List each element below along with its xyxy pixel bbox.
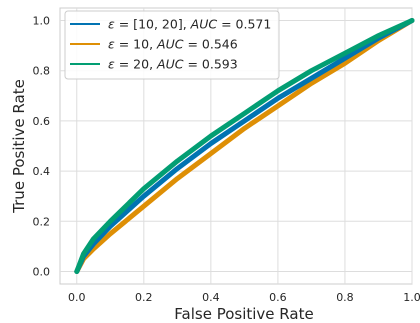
x-axis-label: False Positive Rate xyxy=(174,305,313,323)
y-tick-label: 0.2 xyxy=(33,215,51,228)
y-tick-label: 0.6 xyxy=(33,115,51,128)
y-tick-label: 0.8 xyxy=(33,65,51,78)
y-tick-label: 0.4 xyxy=(33,165,51,178)
x-tick-label: 0.0 xyxy=(68,291,86,304)
legend-label-1: ε = 10, AUC = 0.546 xyxy=(108,37,238,52)
legend-label-0: ε = [10, 20], AUC = 0.571 xyxy=(108,17,271,32)
series-line-2 xyxy=(74,18,415,274)
x-tick-label: 1.0 xyxy=(403,291,420,304)
legend: ε = [10, 20], AUC = 0.571 ε = 10, AUC = 0… xyxy=(64,10,280,80)
series-layer xyxy=(74,18,415,274)
legend-box xyxy=(64,10,280,80)
y-tick-labels: 0.0 0.2 0.4 0.6 0.8 1.0 xyxy=(33,15,51,279)
x-tick-label: 0.8 xyxy=(336,291,354,304)
y-axis-label: True Positive Rate xyxy=(10,79,28,214)
y-tick-label: 1.0 xyxy=(33,15,51,28)
series-line-1 xyxy=(74,18,415,274)
x-tick-label: 0.4 xyxy=(202,291,220,304)
x-tick-labels: 0.0 0.2 0.4 0.6 0.8 1.0 xyxy=(68,291,420,304)
y-tick-label: 0.0 xyxy=(33,265,51,278)
x-tick-label: 0.2 xyxy=(135,291,153,304)
x-tick-label: 0.6 xyxy=(269,291,287,304)
series-line-0 xyxy=(74,18,415,274)
legend-label-2: ε = 20, AUC = 0.593 xyxy=(108,57,238,72)
